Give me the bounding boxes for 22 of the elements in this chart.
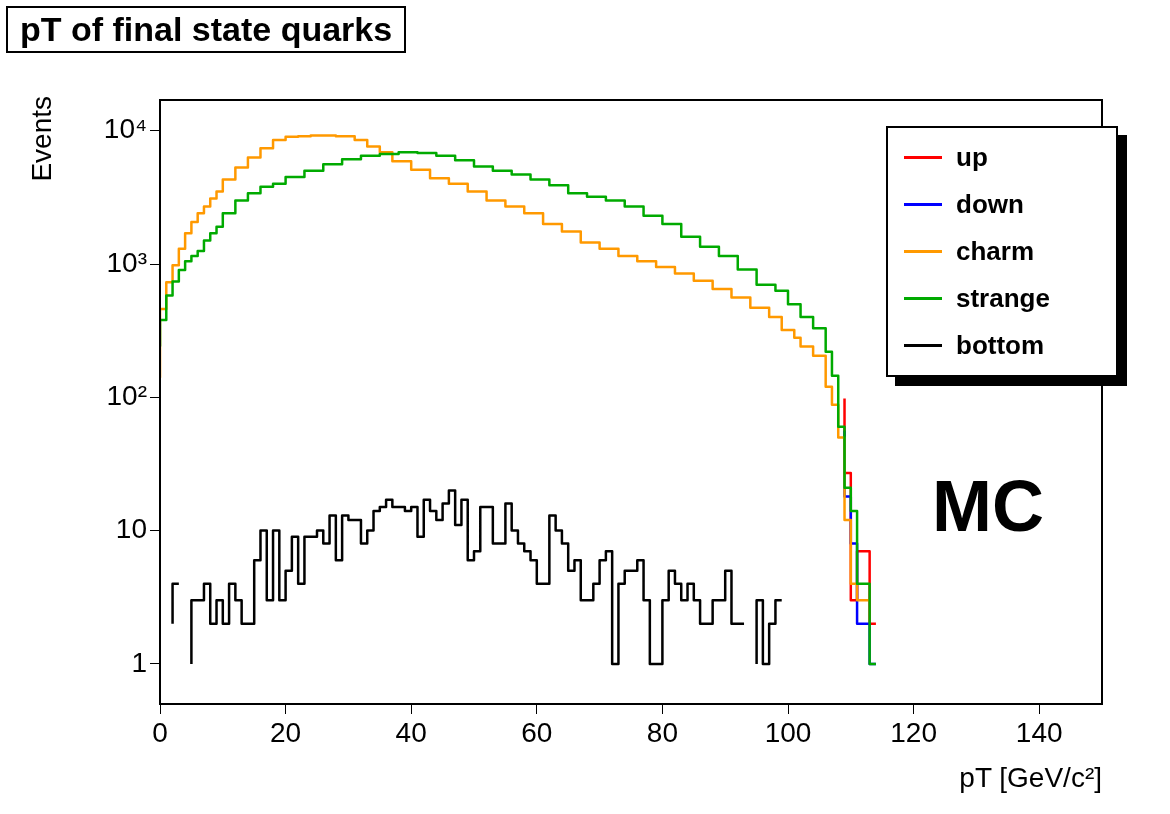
x-tick-label: 120	[890, 716, 937, 748]
legend-label: bottom	[956, 330, 1045, 361]
legend-label: charm	[956, 236, 1035, 267]
x-tick-label: 20	[270, 716, 302, 748]
x-axis-title: pT [GeV/c²]	[959, 762, 1102, 794]
legend-label: strange	[956, 283, 1050, 314]
x-tick-label: 40	[395, 716, 427, 748]
x-tick-label: 140	[1015, 716, 1063, 748]
x-tick-label: 100	[764, 716, 812, 748]
x-tick-label: 60	[521, 716, 553, 748]
y-tick-label: 10²	[106, 380, 147, 412]
y-axis-title: Events	[26, 96, 58, 182]
y-tick-label: 10⁴	[103, 113, 147, 145]
y-tick-label: 10	[115, 513, 147, 545]
y-tick-label: 1	[131, 646, 147, 678]
x-tick-label: 0	[152, 716, 168, 748]
legend-label: down	[956, 189, 1024, 220]
x-tick-label: 80	[646, 716, 678, 748]
chart-title: pT of final state quarks	[6, 6, 407, 53]
legend-label: up	[956, 142, 988, 173]
y-tick-label: 10³	[106, 246, 147, 278]
annotation: MC	[932, 465, 1044, 546]
